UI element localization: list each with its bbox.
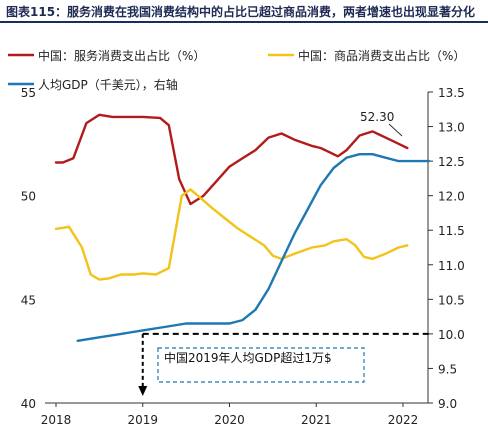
goods-share-line [54,188,409,281]
x-tick-label: 2021 [301,413,332,427]
legend-label-gdp: 人均GDP（千美元），右轴 [38,77,178,92]
right-y-tick-label: 11.5 [438,224,465,238]
x-tick-label: 2022 [388,413,419,427]
left-y-tick-label: 40 [21,397,36,411]
x-tick-label: 2019 [127,413,158,427]
right-y-tick-label: 12.5 [438,155,465,169]
title-divider [0,21,488,23]
left-y-tick-label: 55 [21,86,36,100]
right-y-tick-label: 13.5 [438,86,465,100]
callout-leader-line [388,123,403,137]
right-y-tick-label: 9.5 [438,362,457,376]
right-y-tick-label: 10.5 [438,293,465,307]
left-y-tick-label: 45 [21,293,36,307]
right-y-tick-label: 9.0 [438,397,457,411]
x-tick-label: 2018 [41,413,72,427]
legend-label-goods: 中国：商品消费支出占比（%） [298,48,465,63]
right-y-tick-label: 12.0 [438,190,465,204]
figure-title: 图表115：服务消费在我国消费结构中的占比已超过商品消费，两者增速也出现显著分化 [6,5,476,19]
right-y-ticks: 9.0 9.5 10.0 10.5 11.0 11.5 12.0 12.5 13.0 13.5 [428,86,465,411]
service-share-line [54,113,409,206]
legend: 中国：服务消费支出占比（%） 中国：商品消费支出占比（%） 人均GDP（千美元）… [8,48,465,92]
right-y-tick-label: 13.0 [438,121,465,135]
series-layer [54,113,431,342]
x-ticks: 2018 2019 2020 2021 2022 [41,403,419,427]
x-tick-label: 2020 [214,413,245,427]
left-y-tick-label: 50 [21,190,36,204]
left-y-ticks: 40 45 50 55 [21,86,36,411]
gdp-per-capita-line [76,152,431,342]
right-y-tick-label: 11.0 [438,259,465,273]
legend-label-service: 中国：服务消费支出占比（%） [38,48,205,63]
annotation-gdp-text: 中国2019年人均GDP超过1万$ [164,350,332,365]
callout-value-label: 52.30 [360,110,394,124]
down-arrow-icon [138,386,148,396]
right-y-tick-label: 10.0 [438,328,465,342]
annotation-box [157,347,365,383]
